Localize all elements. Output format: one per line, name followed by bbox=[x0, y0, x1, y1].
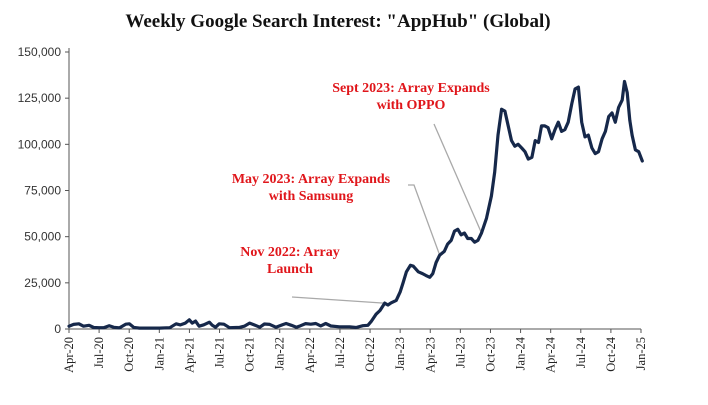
y-tick-label: 150,000 bbox=[18, 45, 62, 59]
y-tick-label: 100,000 bbox=[18, 137, 62, 151]
x-tick-label: Oct-22 bbox=[363, 337, 377, 372]
x-tick-label: Jan-24 bbox=[514, 336, 528, 370]
y-tick-label: 25,000 bbox=[24, 276, 61, 290]
annotation-label: Sept 2023: Array Expands with OPPO bbox=[332, 81, 490, 113]
plot-area bbox=[67, 79, 644, 330]
x-tick-label: Jan-25 bbox=[634, 337, 648, 370]
x-tick-label: Jul-24 bbox=[574, 336, 588, 368]
annotation-label: Nov 2022: Array Launch bbox=[240, 245, 340, 277]
annotation-leader-line bbox=[408, 184, 441, 256]
x-tick-label: Jul-21 bbox=[213, 337, 227, 368]
x-tick-label: Oct-21 bbox=[243, 337, 257, 372]
y-tick-label: 50,000 bbox=[24, 230, 61, 244]
x-tick-label: Apr-23 bbox=[423, 337, 437, 373]
x-tick-label: Apr-20 bbox=[62, 337, 76, 373]
x-tick-label: Oct-20 bbox=[122, 337, 136, 372]
x-tick-label: Apr-21 bbox=[182, 337, 196, 373]
annotation-leader-lines bbox=[291, 123, 483, 304]
x-tick-label: Oct-24 bbox=[604, 336, 618, 371]
x-tick-label: Jul-22 bbox=[333, 337, 347, 368]
x-tick-label: Oct-23 bbox=[483, 337, 497, 372]
annotation-leader-line bbox=[291, 296, 385, 304]
y-tick-label: 75,000 bbox=[24, 184, 61, 198]
chart-title: Weekly Google Search Interest: "AppHub" … bbox=[125, 11, 550, 32]
series-line bbox=[67, 79, 644, 330]
x-tick-label: Jan-21 bbox=[152, 337, 166, 370]
x-tick-label: Apr-24 bbox=[544, 336, 558, 373]
annotations: Nov 2022: Array Launch May 2023: Array Exp… bbox=[232, 81, 490, 277]
y-tick-label: 125,000 bbox=[18, 91, 62, 105]
y-tick-label: 0 bbox=[54, 322, 61, 336]
annotation-leader-line bbox=[433, 123, 483, 234]
annotation-label: May 2023: Array Expands with Samsung bbox=[232, 172, 391, 204]
x-tick-label: Jan-22 bbox=[273, 337, 287, 370]
x-axis: Apr-20 Jul-20 Oct-20 Jan-21 Apr-21 Jul-21 Oct-… bbox=[62, 328, 648, 373]
x-tick-label: Jan-23 bbox=[393, 337, 407, 370]
y-axis: 0 25,000 50,000 75,000 100,000 125,000 150,000 bbox=[18, 45, 70, 336]
x-tick-label: Jul-20 bbox=[92, 337, 106, 368]
x-tick-label: Jul-23 bbox=[453, 337, 467, 368]
x-tick-label: Apr-22 bbox=[303, 337, 317, 373]
